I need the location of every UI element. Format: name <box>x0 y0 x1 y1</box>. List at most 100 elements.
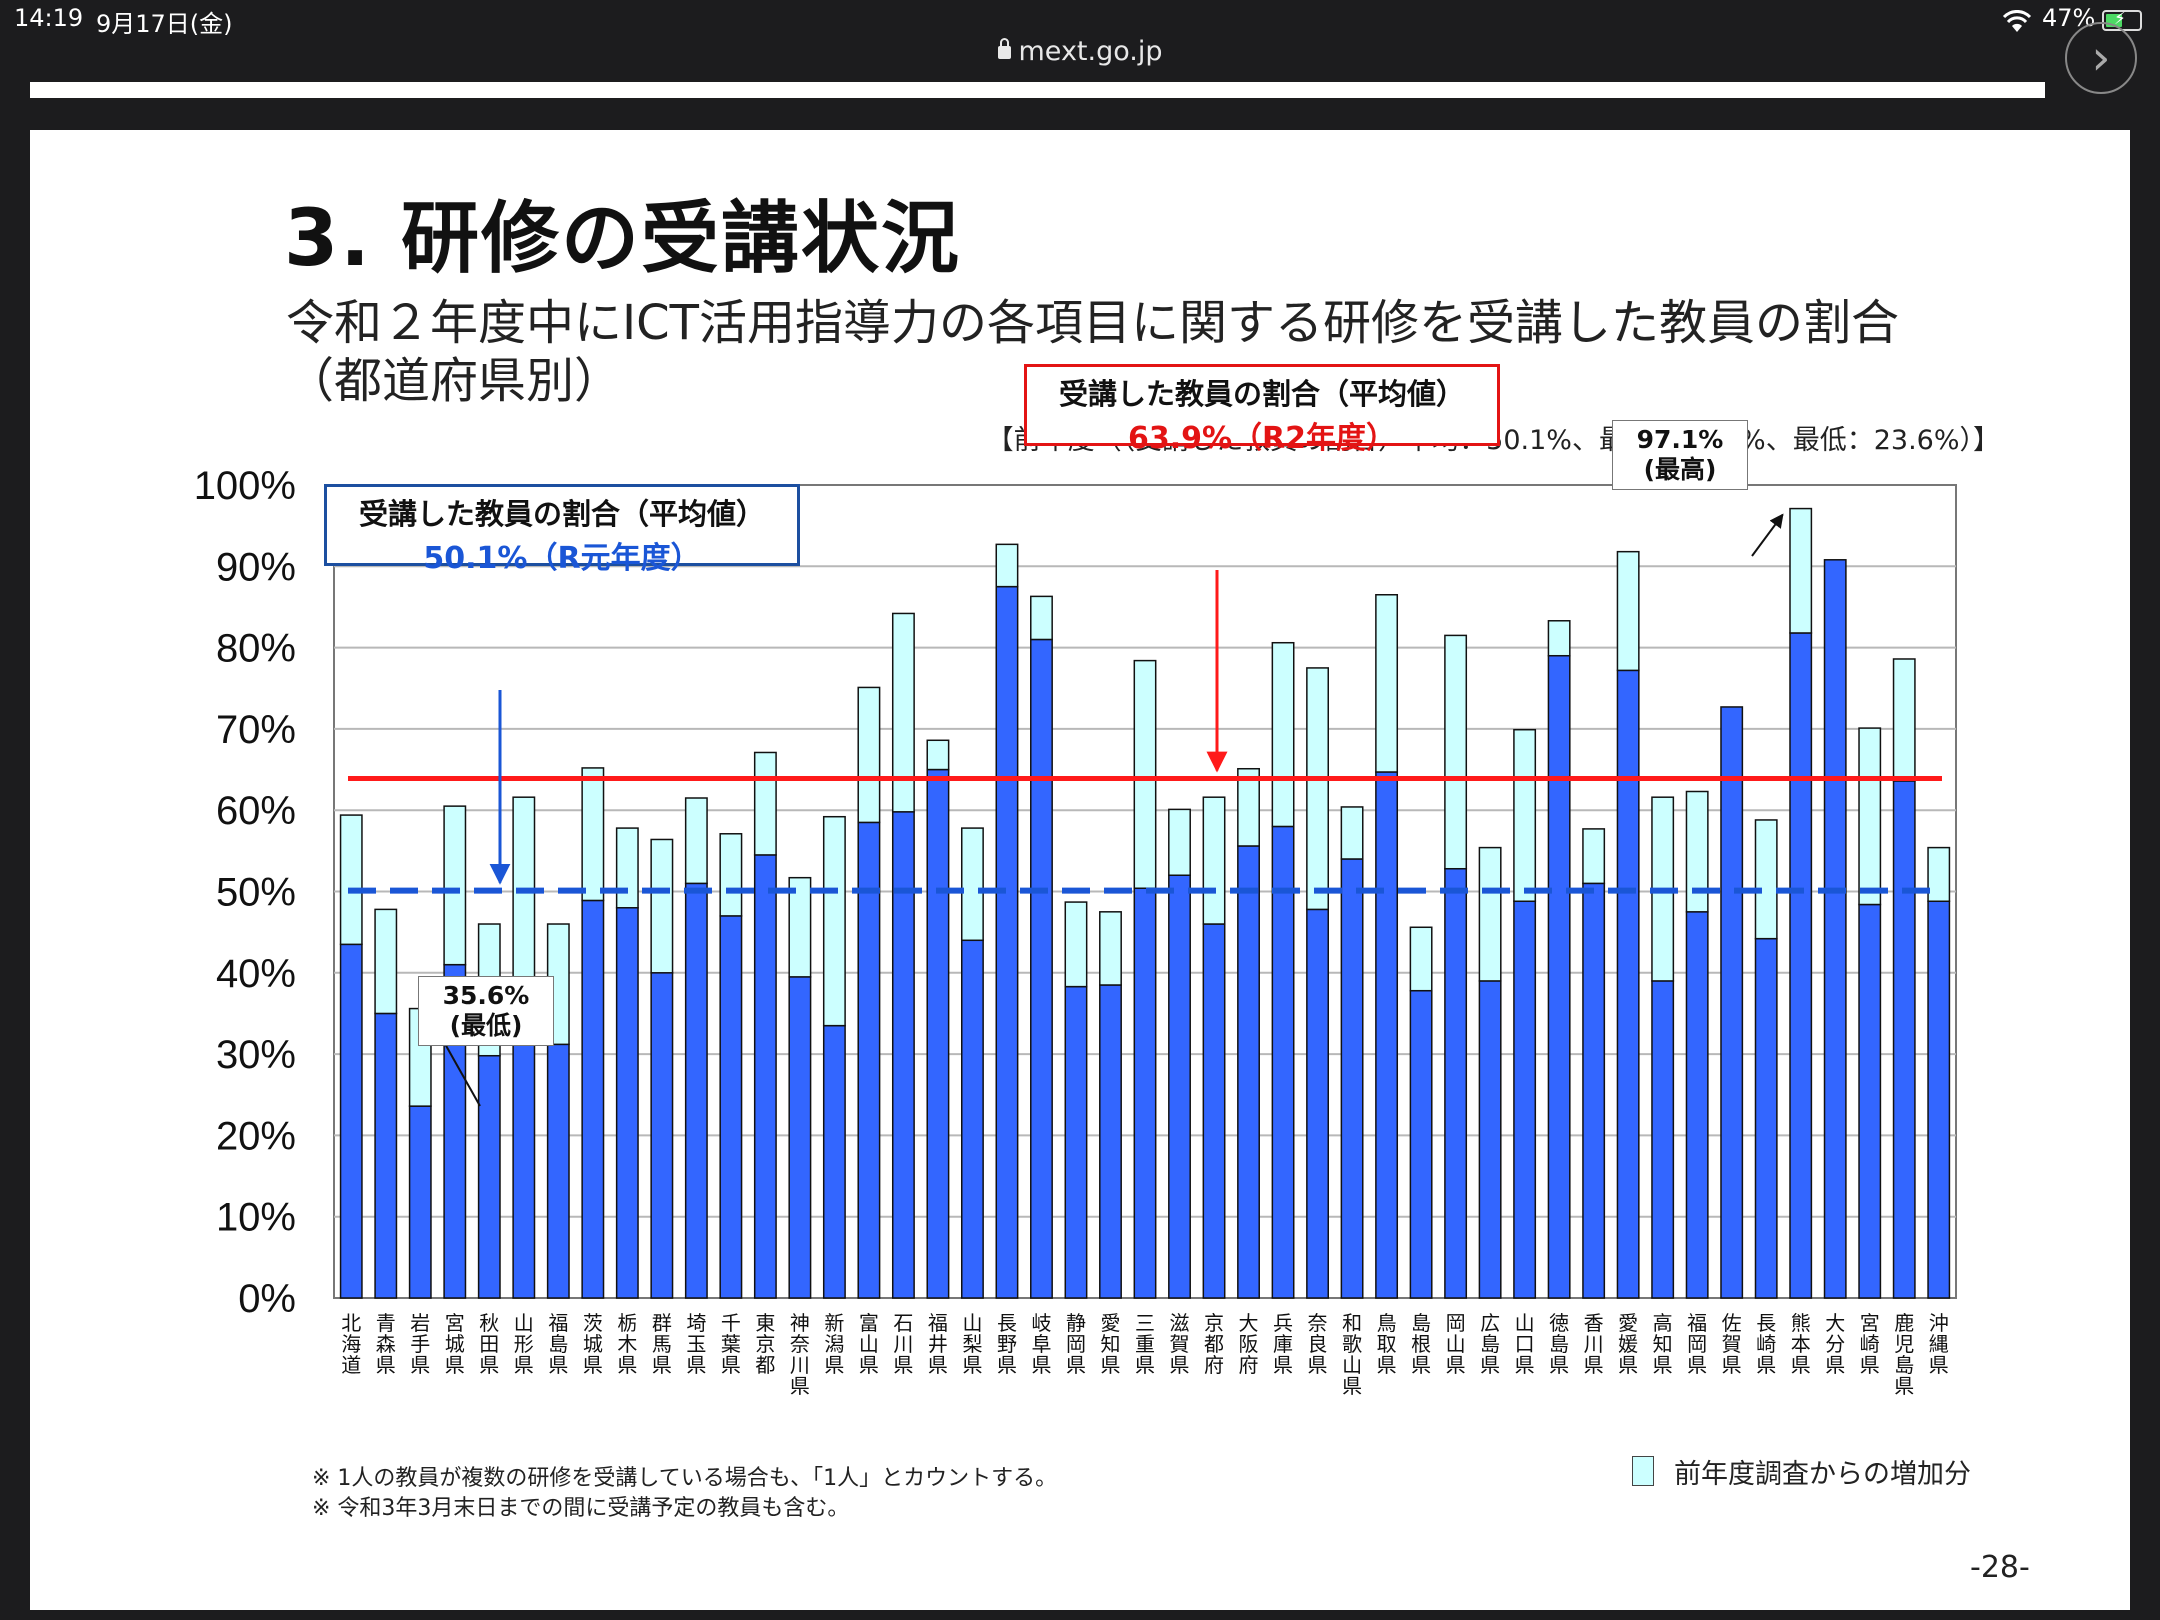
bar-increase <box>1789 507 1813 634</box>
x-tick-label: 千葉県 <box>721 1311 741 1377</box>
bar-prev-year <box>822 1024 846 1299</box>
bar-increase <box>719 833 743 917</box>
x-tick-label: 福井県 <box>928 1311 948 1377</box>
bar-prev-year <box>1444 867 1468 1299</box>
x-tick-label: 奈良県 <box>1308 1311 1328 1377</box>
bar-prev-year <box>1547 654 1571 1299</box>
bar-prev-year <box>374 1012 398 1299</box>
x-tick-label: 和歌山県 <box>1342 1311 1362 1398</box>
bar-prev-year <box>684 882 708 1299</box>
bar-increase <box>1858 727 1882 906</box>
x-tick-label: 東京都 <box>755 1311 775 1377</box>
y-tick-label: 70% <box>216 708 296 752</box>
bar-prev-year <box>1340 858 1364 1299</box>
bar-prev-year <box>753 854 777 1299</box>
x-tick-label: 山形県 <box>514 1311 534 1377</box>
y-tick-label: 10% <box>216 1196 296 1240</box>
bar-increase <box>443 805 467 966</box>
bar-prev-year <box>1616 669 1640 1299</box>
bar-prev-year <box>1271 825 1295 1299</box>
callout-max-value: 97.1% <box>1636 425 1724 454</box>
bar-prev-year <box>926 768 950 1299</box>
x-tick-label: 愛知県 <box>1100 1311 1120 1377</box>
callout-min-label: (最低) <box>449 1011 523 1040</box>
bar-prev-year <box>1133 887 1157 1299</box>
y-tick-label: 50% <box>216 871 296 915</box>
x-tick-label: 群馬県 <box>652 1311 672 1377</box>
bar-prev-year <box>512 1033 536 1299</box>
bar-increase <box>1340 806 1364 860</box>
x-tick-label: 大阪府 <box>1239 1311 1259 1377</box>
bar-increase <box>1375 594 1399 773</box>
bar-increase <box>1271 641 1295 828</box>
status-bar: 14:19 9月17日(金) mext.go.jp 47% ⚡ <box>0 0 2160 82</box>
bar-prev-year <box>408 1105 432 1299</box>
bar-prev-year <box>1202 923 1226 1299</box>
footnote-1: ※ 1人の教員が複数の研修を受講している場合も、「1人」とカウントする。 <box>312 1466 1058 1491</box>
callout-max: 97.1% (最高) <box>1612 420 1748 490</box>
y-tick-label: 60% <box>216 789 296 833</box>
bar-increase <box>1892 658 1916 782</box>
x-tick-label: 京都府 <box>1204 1311 1224 1377</box>
next-page-icon[interactable]: › <box>2065 22 2137 94</box>
bar-increase <box>1444 634 1468 870</box>
bar-prev-year <box>1306 908 1330 1299</box>
bar-prev-year <box>857 821 881 1299</box>
bar-prev-year <box>1030 638 1053 1299</box>
x-tick-label: 兵庫県 <box>1273 1311 1293 1377</box>
x-tick-label: 新潟県 <box>824 1311 844 1377</box>
x-tick-label: 山口県 <box>1515 1311 1535 1377</box>
x-tick-label: 福岡県 <box>1687 1311 1707 1377</box>
bar-increase <box>1133 659 1157 889</box>
address-bar[interactable]: mext.go.jp <box>0 36 2160 67</box>
y-tick-label: 100% <box>194 464 296 508</box>
x-tick-label: 香川県 <box>1584 1311 1604 1377</box>
bar-increase <box>995 543 1019 588</box>
x-tick-label: 滋賀県 <box>1170 1311 1190 1377</box>
callout-r1-value: 50.1%（R元年度） <box>423 541 701 576</box>
subtitle-line-2: （都道府県別） <box>286 353 623 409</box>
url-text[interactable]: mext.go.jp <box>1018 36 1163 67</box>
bar-increase <box>1306 667 1330 911</box>
bar-prev-year <box>1375 771 1399 1299</box>
y-tick-label: 40% <box>216 952 296 996</box>
x-tick-label: 埼玉県 <box>686 1311 706 1377</box>
bar-prev-year <box>1237 845 1260 1299</box>
x-tick-label: 佐賀県 <box>1722 1311 1742 1377</box>
bar-prev-year <box>1685 911 1709 1299</box>
bar-increase <box>1513 728 1537 903</box>
callout-max-label: (最高) <box>1643 455 1717 484</box>
bar-prev-year <box>960 939 984 1299</box>
bar-prev-year <box>1099 984 1122 1299</box>
x-tick-label: 茨城県 <box>583 1311 603 1377</box>
y-tick-label: 30% <box>216 1033 296 1077</box>
x-tick-label: 三重県 <box>1135 1311 1155 1377</box>
x-tick-label: 徳島県 <box>1549 1311 1569 1377</box>
bar-prev-year <box>1168 874 1191 1299</box>
x-tick-label: 岩手県 <box>410 1311 430 1377</box>
legend-swatch <box>1632 1456 1654 1486</box>
bar-prev-year <box>581 899 605 1299</box>
x-tick-label: 秋田県 <box>479 1311 499 1377</box>
y-tick-label: 0% <box>238 1277 296 1321</box>
x-tick-label: 宮崎県 <box>1860 1311 1880 1377</box>
x-tick-label: 神奈川県 <box>790 1311 810 1398</box>
footnote-2: ※ 令和3年3月末日までの間に受講予定の教員も含む。 <box>312 1496 850 1521</box>
bar-increase <box>1685 790 1709 913</box>
x-tick-label: 鹿児島県 <box>1894 1311 1914 1398</box>
x-tick-label: 岡山県 <box>1446 1311 1466 1377</box>
bar-increase <box>753 751 777 856</box>
x-tick-label: 熊本県 <box>1791 1311 1811 1377</box>
x-tick-label: 愛媛県 <box>1618 1311 1638 1377</box>
bar-increase <box>339 814 363 946</box>
bar-prev-year <box>1823 559 1847 1299</box>
x-tick-label: 富山県 <box>859 1311 879 1377</box>
x-tick-label: 静岡県 <box>1066 1311 1086 1377</box>
bar-prev-year <box>995 585 1019 1299</box>
status-date: 9月17日(金) <box>96 10 233 38</box>
status-time: 14:19 <box>14 4 84 32</box>
previous-page-edge <box>30 82 2045 98</box>
bar-prev-year <box>1478 980 1502 1299</box>
x-tick-label: 石川県 <box>893 1311 913 1377</box>
